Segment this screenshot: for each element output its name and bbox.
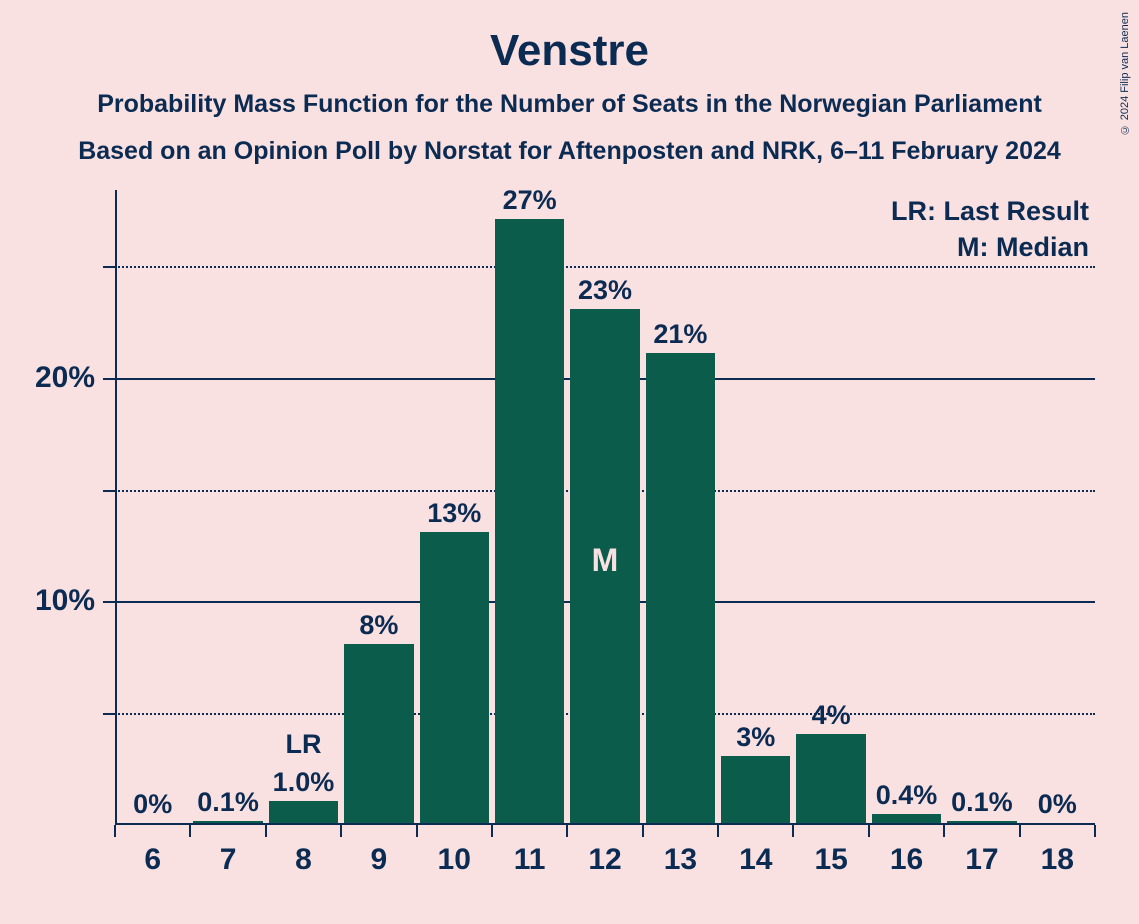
y-axis-label: 20% — [35, 361, 95, 395]
x-tick — [416, 825, 418, 837]
bar — [495, 219, 564, 823]
x-axis-label: 17 — [965, 843, 998, 877]
y-tick — [103, 266, 115, 268]
legend-last-result: LR: Last Result — [891, 196, 1089, 227]
x-tick — [642, 825, 644, 837]
y-tick — [103, 601, 115, 603]
x-tick — [189, 825, 191, 837]
last-result-annotation: LR — [285, 729, 321, 760]
y-tick — [103, 378, 115, 380]
x-axis-label: 6 — [144, 843, 161, 877]
bar — [344, 644, 413, 823]
chart-plot-area: LR: Last Result M: Median 10%20%67891011… — [115, 190, 1095, 825]
chart-subtitle-2: Based on an Opinion Poll by Norstat for … — [0, 137, 1139, 166]
copyright-text: © 2024 Filip van Laenen — [1119, 12, 1131, 135]
bar-value-label: 13% — [427, 498, 481, 529]
x-axis-label: 10 — [438, 843, 471, 877]
bar-value-label: 0% — [133, 789, 172, 820]
y-axis-label: 10% — [35, 584, 95, 618]
x-axis-label: 7 — [220, 843, 237, 877]
bar-value-label: 4% — [812, 700, 851, 731]
x-tick — [265, 825, 267, 837]
y-tick — [103, 490, 115, 492]
bar-value-label: 27% — [503, 185, 557, 216]
bar-value-label: 0.4% — [876, 780, 938, 811]
grid-minor — [115, 266, 1095, 268]
bar-value-label: 3% — [736, 722, 775, 753]
bar — [269, 801, 338, 823]
x-tick — [1019, 825, 1021, 837]
x-tick — [1094, 825, 1096, 837]
bar-value-label: 1.0% — [273, 767, 335, 798]
x-tick — [114, 825, 116, 837]
x-axis — [115, 823, 1095, 825]
x-axis-label: 14 — [739, 843, 772, 877]
bar-value-label: 23% — [578, 275, 632, 306]
bar — [646, 353, 715, 823]
bar — [872, 814, 941, 823]
x-tick — [792, 825, 794, 837]
x-axis-label: 8 — [295, 843, 312, 877]
x-axis-label: 16 — [890, 843, 923, 877]
x-axis-label: 9 — [371, 843, 388, 877]
x-axis-label: 15 — [814, 843, 847, 877]
x-axis-label: 18 — [1041, 843, 1074, 877]
bar-value-label: 8% — [359, 610, 398, 641]
bar — [796, 734, 865, 823]
chart-subtitle-1: Probability Mass Function for the Number… — [0, 90, 1139, 119]
bar-value-label: 0% — [1038, 789, 1077, 820]
x-tick — [340, 825, 342, 837]
chart-title: Venstre — [0, 0, 1139, 76]
legend-median: M: Median — [957, 232, 1089, 263]
bar-value-label: 0.1% — [197, 787, 259, 818]
x-tick — [717, 825, 719, 837]
median-annotation: M — [592, 542, 619, 579]
bar-value-label: 0.1% — [951, 787, 1013, 818]
bar — [420, 532, 489, 823]
y-tick — [103, 713, 115, 715]
x-tick — [566, 825, 568, 837]
x-tick — [943, 825, 945, 837]
x-axis-label: 12 — [588, 843, 621, 877]
x-tick — [868, 825, 870, 837]
bar — [947, 821, 1016, 823]
y-axis — [115, 190, 117, 825]
bar — [193, 821, 262, 823]
bar — [721, 756, 790, 823]
x-axis-label: 13 — [664, 843, 697, 877]
x-axis-label: 11 — [514, 843, 546, 877]
x-tick — [491, 825, 493, 837]
bar-value-label: 21% — [653, 319, 707, 350]
